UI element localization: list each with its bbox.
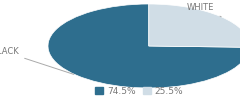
Wedge shape [149, 4, 240, 47]
Text: WHITE: WHITE [187, 4, 221, 17]
Wedge shape [48, 4, 240, 88]
Legend: 74.5%, 25.5%: 74.5%, 25.5% [92, 83, 187, 100]
Text: BLACK: BLACK [0, 48, 74, 74]
